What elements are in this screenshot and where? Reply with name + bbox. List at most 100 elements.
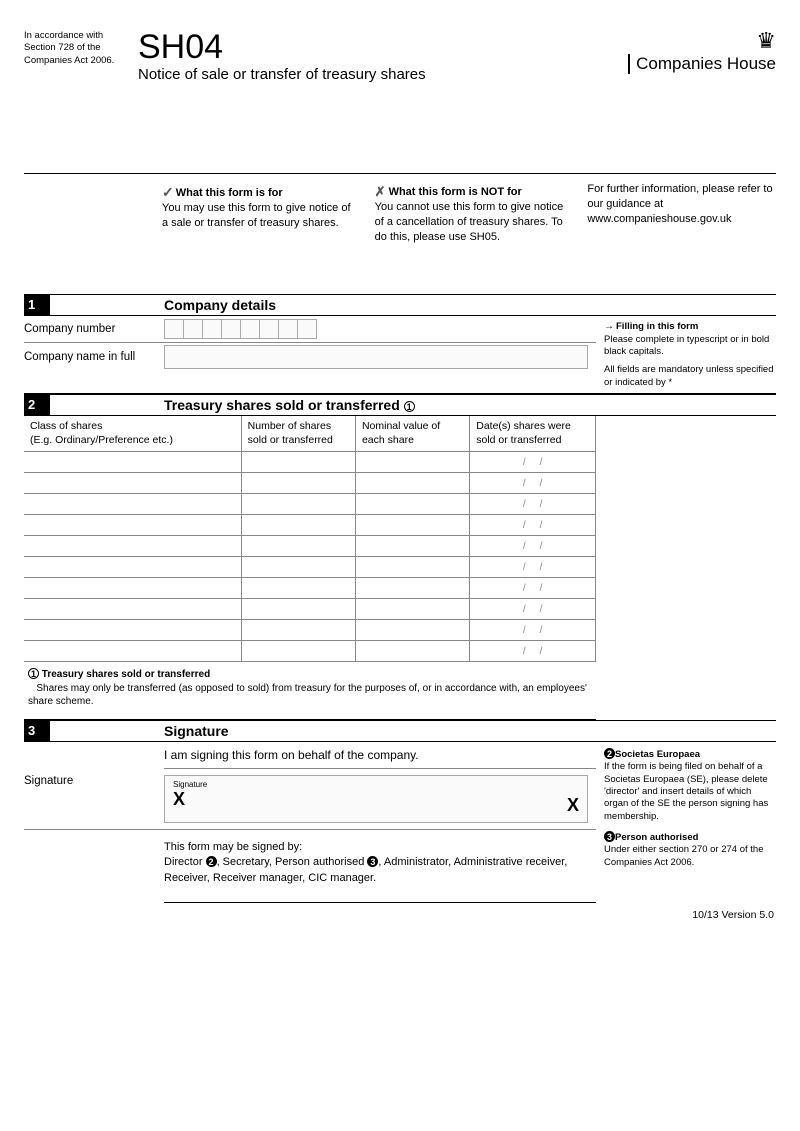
signature-input[interactable]: Signature X X: [164, 775, 588, 823]
table-cell[interactable]: [355, 515, 469, 536]
company-number-char[interactable]: [278, 319, 298, 339]
table-cell[interactable]: [241, 578, 355, 599]
company-number-char[interactable]: [221, 319, 241, 339]
section3-title: Signature: [164, 721, 776, 741]
date-cell[interactable]: //: [470, 536, 596, 557]
table-cell[interactable]: [355, 599, 469, 620]
info-further: For further information, please refer to…: [587, 182, 776, 244]
spacer: [24, 182, 138, 244]
table-cell[interactable]: [355, 620, 469, 641]
signature-x-left: X: [173, 789, 579, 810]
date-cell[interactable]: //: [470, 494, 596, 515]
info-for: ✓What this form is for You may use this …: [162, 182, 351, 244]
shares-table-wrap: Class of shares (E.g. Ordinary/Preferenc…: [24, 416, 596, 720]
table-row: //: [24, 473, 596, 494]
shares-table: Class of shares (E.g. Ordinary/Preferenc…: [24, 416, 596, 662]
section3-sidenote: 2Societas Europaea If the form is being …: [596, 742, 776, 903]
sidenote-p2: All fields are mandatory unless specifie…: [604, 364, 776, 389]
table-row: //: [24, 599, 596, 620]
table-row: //: [24, 452, 596, 473]
company-number-row: Company number: [24, 316, 596, 343]
table-cell[interactable]: [241, 515, 355, 536]
date-cell[interactable]: //: [470, 515, 596, 536]
table-cell[interactable]: [241, 494, 355, 515]
company-name-input[interactable]: [164, 345, 588, 369]
note2-marker-icon: 2: [604, 748, 615, 759]
table-cell[interactable]: [355, 578, 469, 599]
company-number-char[interactable]: [202, 319, 222, 339]
company-number-boxes: [164, 316, 316, 342]
date-cell[interactable]: //: [470, 578, 596, 599]
table-cell[interactable]: [241, 473, 355, 494]
info-row: ✓What this form is for You may use this …: [24, 182, 776, 244]
section2-right-spacer: [596, 416, 776, 720]
table-cell[interactable]: [24, 473, 241, 494]
note-heading: Treasury shares sold or transferred: [42, 669, 210, 680]
section1-number: 1: [24, 295, 50, 315]
company-number-char[interactable]: [297, 319, 317, 339]
table-cell[interactable]: [355, 494, 469, 515]
table-row: //: [24, 578, 596, 599]
date-cell[interactable]: //: [470, 557, 596, 578]
col-class-header: Class of shares (E.g. Ordinary/Preferenc…: [24, 416, 241, 452]
section2-number: 2: [24, 395, 50, 415]
info-for-heading: What this form is for: [176, 187, 283, 199]
form-code: SH04: [138, 30, 608, 64]
section1-bar: 1 Company details: [24, 294, 776, 316]
form-title: Notice of sale or transfer of treasury s…: [138, 66, 608, 83]
company-number-char[interactable]: [240, 319, 260, 339]
divider: [24, 173, 776, 174]
table-cell[interactable]: [24, 557, 241, 578]
signature-label: Signature: [24, 769, 164, 829]
table-cell[interactable]: [24, 536, 241, 557]
table-cell[interactable]: [355, 641, 469, 662]
table-row: //: [24, 620, 596, 641]
table-cell[interactable]: [355, 473, 469, 494]
note-text: Shares may only be transferred (as oppos…: [28, 683, 587, 708]
table-cell[interactable]: [241, 557, 355, 578]
logo-block: ♛ Companies House: [608, 30, 776, 83]
table-cell[interactable]: [355, 452, 469, 473]
table-cell[interactable]: [241, 620, 355, 641]
table-cell[interactable]: [24, 620, 241, 641]
info-not: ✗What this form is NOT for You cannot us…: [375, 182, 564, 244]
table-cell[interactable]: [24, 494, 241, 515]
table-cell[interactable]: [24, 641, 241, 662]
table-cell[interactable]: [355, 557, 469, 578]
section1-title: Company details: [164, 295, 776, 315]
col-date-header: Date(s) shares were sold or transferred: [470, 416, 596, 452]
table-cell[interactable]: [24, 599, 241, 620]
company-number-char[interactable]: [183, 319, 203, 339]
col-nominal-header: Nominal value of each share: [355, 416, 469, 452]
table-cell[interactable]: [355, 536, 469, 557]
table-cell[interactable]: [241, 641, 355, 662]
arrow-icon: →: [604, 321, 614, 332]
date-cell[interactable]: //: [470, 452, 596, 473]
date-cell[interactable]: //: [470, 641, 596, 662]
table-cell[interactable]: [24, 578, 241, 599]
company-number-char[interactable]: [164, 319, 184, 339]
table-cell[interactable]: [241, 452, 355, 473]
date-cell[interactable]: //: [470, 473, 596, 494]
table-cell[interactable]: [24, 515, 241, 536]
note2-heading: Societas Europaea: [615, 749, 700, 760]
section3-number: 3: [24, 721, 50, 741]
logo-text: Companies House: [628, 54, 776, 74]
table-cell[interactable]: [241, 536, 355, 557]
note2-marker-icon: 2: [206, 856, 217, 867]
note3-marker-icon: 3: [367, 856, 378, 867]
sidenote-p1: Please complete in typescript or in bold…: [604, 334, 769, 357]
date-cell[interactable]: //: [470, 620, 596, 641]
date-cell[interactable]: //: [470, 599, 596, 620]
info-further-text: For further information, please refer to…: [587, 183, 772, 225]
table-cell[interactable]: [24, 452, 241, 473]
may-heading: This form may be signed by:: [164, 841, 302, 853]
col-class-sub: (E.g. Ordinary/Preference etc.): [30, 434, 173, 446]
col-class-text: Class of shares: [30, 420, 102, 432]
company-number-label: Company number: [24, 319, 164, 339]
section1-body: Company number Company name in full →Fil…: [24, 316, 776, 394]
table-cell[interactable]: [241, 599, 355, 620]
signature-intro: I am signing this form on behalf of the …: [164, 742, 596, 769]
signature-small-label: Signature: [173, 780, 579, 789]
company-number-char[interactable]: [259, 319, 279, 339]
